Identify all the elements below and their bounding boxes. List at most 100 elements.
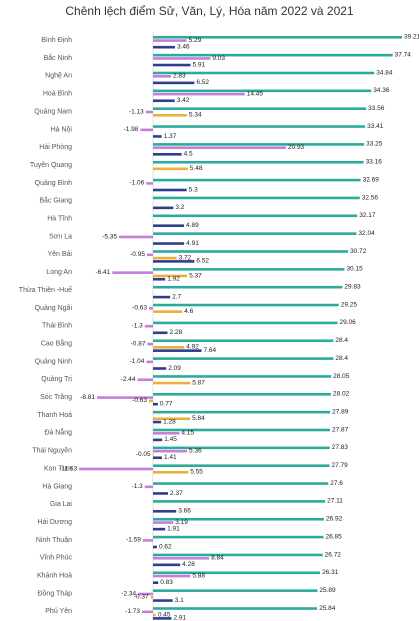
data-label-s2: -1.06 bbox=[129, 180, 144, 187]
data-label-s2: -1.13 bbox=[129, 108, 144, 115]
bar-s2 bbox=[147, 342, 153, 346]
bar-s2 bbox=[146, 253, 153, 257]
data-label-s1: 33.16 bbox=[366, 159, 383, 166]
data-label-s2: -0.87 bbox=[131, 340, 146, 347]
bar-s1 bbox=[153, 107, 367, 110]
bar-s2 bbox=[146, 182, 153, 185]
category-label: Thừa Thiên -Huế bbox=[19, 285, 72, 294]
data-label-s1: 28.4 bbox=[335, 337, 348, 344]
bar-s2 bbox=[153, 432, 180, 435]
bar-s1 bbox=[153, 285, 343, 289]
data-label-s1: 33.56 bbox=[368, 105, 385, 112]
bar-s1 bbox=[153, 89, 372, 93]
bar-s2 bbox=[112, 271, 153, 274]
data-label-s2: -5.35 bbox=[102, 233, 117, 240]
bar-s2 bbox=[138, 592, 153, 596]
data-label-s1: 34.36 bbox=[373, 87, 390, 94]
bar-s1 bbox=[153, 160, 364, 164]
category-label: Long An bbox=[46, 269, 72, 276]
bar-s1 bbox=[153, 214, 358, 218]
bar-s1 bbox=[153, 143, 365, 146]
bar-s4 bbox=[153, 420, 162, 424]
data-label-s4: 3.1 bbox=[175, 597, 184, 604]
data-label-s3: 5.87 bbox=[192, 379, 205, 386]
data-label-s2: -1.59 bbox=[126, 537, 141, 544]
bar-s1 bbox=[153, 410, 331, 414]
category-label: Đồng Tháp bbox=[37, 588, 72, 597]
data-label-s3: 4.6 bbox=[184, 308, 193, 315]
category-label: Vĩnh Phúc bbox=[40, 555, 73, 562]
data-label-s1: 32.04 bbox=[358, 230, 375, 237]
data-label-s4: 4.28 bbox=[182, 561, 195, 568]
bar-s3 bbox=[153, 613, 156, 617]
bar-s1 bbox=[153, 607, 318, 610]
data-label-s3: 5.37 bbox=[189, 272, 202, 279]
data-label-s4: 1.28 bbox=[163, 418, 176, 425]
data-label-s1: 29.06 bbox=[340, 319, 357, 326]
bar-s3 bbox=[153, 310, 183, 313]
bar-s4 bbox=[153, 99, 175, 103]
data-label-s4: 0.77 bbox=[160, 401, 173, 408]
bar-s2 bbox=[153, 556, 210, 560]
bar-s1 bbox=[153, 464, 330, 467]
bar-s2 bbox=[144, 324, 153, 328]
bar-s2 bbox=[145, 110, 153, 114]
bar-s3 bbox=[153, 346, 185, 349]
data-label-s4: 1.45 bbox=[164, 436, 177, 443]
data-label-s1: 26.72 bbox=[325, 551, 342, 558]
bar-s4 bbox=[153, 563, 181, 567]
bar-s3 bbox=[153, 381, 191, 385]
data-label-s4: 4.89 bbox=[186, 222, 199, 229]
bar-s2 bbox=[153, 521, 174, 524]
data-label-s1: 33.41 bbox=[367, 123, 384, 130]
data-label-s1: 32.17 bbox=[359, 212, 376, 219]
bar-s1 bbox=[153, 268, 345, 271]
bar-s4 bbox=[153, 617, 172, 620]
category-label: Quảng Ngãi bbox=[35, 305, 73, 312]
bar-s1 bbox=[153, 482, 329, 485]
data-label-s4: 1.91 bbox=[167, 525, 180, 532]
bar-s3 bbox=[153, 167, 188, 171]
bar-s1 bbox=[153, 589, 318, 592]
bar-s2 bbox=[153, 449, 188, 453]
bar-s4 bbox=[153, 81, 195, 85]
bar-s4 bbox=[153, 599, 173, 602]
data-label-s1: 33.25 bbox=[366, 141, 383, 148]
category-label: Hải Dương bbox=[37, 519, 72, 526]
bar-s4 bbox=[153, 206, 174, 210]
data-label-s4: 2.28 bbox=[169, 329, 182, 336]
data-label-s1: 25.89 bbox=[319, 587, 336, 594]
data-label-s2: -1.3 bbox=[132, 483, 144, 490]
category-label: Gia Lai bbox=[50, 501, 73, 508]
data-label-s4: 5.3 bbox=[189, 186, 198, 193]
bar-s1 bbox=[153, 357, 334, 360]
bar-s3 bbox=[153, 471, 189, 474]
category-label: Đà Nẵng bbox=[44, 428, 72, 437]
data-label-s3: 5.84 bbox=[192, 415, 205, 422]
bar-s1 bbox=[153, 321, 338, 325]
data-label-s1: 27.79 bbox=[331, 462, 348, 469]
data-label-s4: 6.52 bbox=[196, 258, 209, 265]
data-label-s4: 2.7 bbox=[172, 293, 181, 300]
bar-s2 bbox=[146, 360, 153, 364]
category-label: Yên Bái bbox=[47, 251, 72, 258]
category-label: Quảng Nam bbox=[34, 108, 72, 115]
category-label: Thanh Hoá bbox=[37, 412, 72, 419]
bar-s4 bbox=[153, 367, 167, 370]
category-label: Quảng Trị bbox=[41, 376, 72, 383]
bar-s4 bbox=[153, 456, 162, 460]
data-label-s2: -0.63 bbox=[132, 305, 147, 312]
bar-s1 bbox=[153, 36, 402, 39]
data-label-s1: 29.83 bbox=[344, 284, 361, 291]
bar-s3 bbox=[152, 453, 154, 456]
data-label-s3: -0.37 bbox=[134, 594, 149, 601]
bar-s2 bbox=[153, 57, 211, 60]
data-label-s3: -0.05 bbox=[136, 451, 151, 458]
bar-s3 bbox=[153, 256, 177, 260]
data-label-s3: 5.48 bbox=[190, 165, 203, 172]
data-label-s4: 3.2 bbox=[175, 204, 184, 211]
bar-s4 bbox=[153, 188, 187, 192]
bar-s3 bbox=[153, 274, 188, 278]
bar-s2 bbox=[153, 574, 191, 578]
data-label-s4: 1.92 bbox=[167, 276, 180, 283]
